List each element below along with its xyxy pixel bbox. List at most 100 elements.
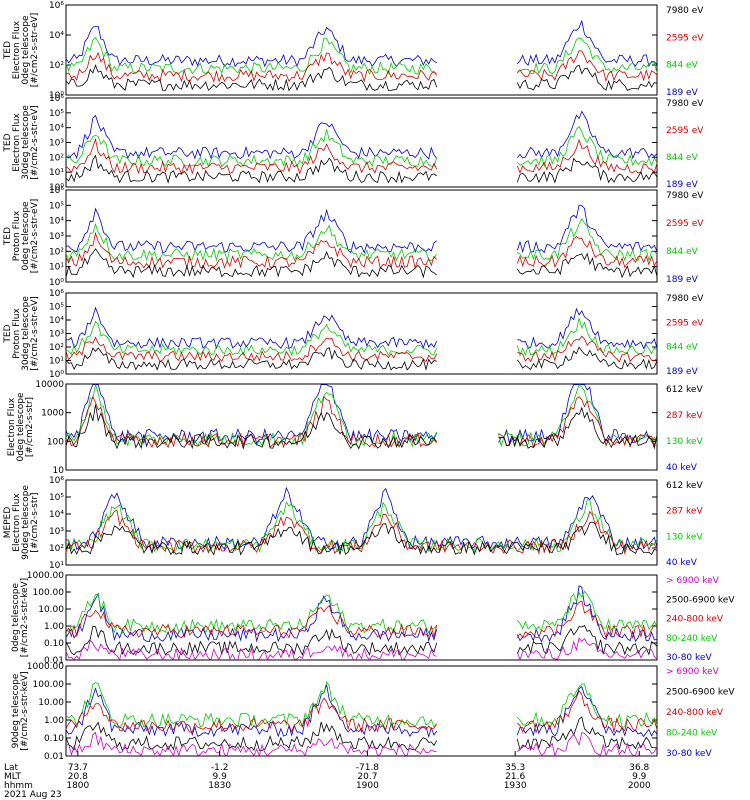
y-axis-label: TED <box>3 324 13 343</box>
x-tick-lat: -1.2 <box>211 763 229 773</box>
y-axis-label: MEPED <box>3 507 13 539</box>
x-tick-hhmm: 1900 <box>356 781 379 791</box>
x-row-label: MLT <box>4 772 22 782</box>
legend-entry: 287 keV <box>666 411 703 421</box>
series-line <box>65 521 658 556</box>
y-tick-label: 100.00 <box>33 680 65 690</box>
series-line <box>65 731 658 757</box>
legend-entry: 130 keV <box>666 437 703 447</box>
y-tick-label: 10⁰ <box>49 91 64 101</box>
y-axis-label: 0deg telescope <box>16 392 26 462</box>
x-tick-hhmm: 1800 <box>66 781 89 791</box>
series-line <box>65 346 658 371</box>
x-tick-lat: 73.7 <box>68 763 88 773</box>
legend-entry: 612 keV <box>666 385 703 395</box>
date-label: 2021 Aug 23 <box>4 790 62 800</box>
y-tick-label: 10² <box>49 153 64 163</box>
legend-entry: 130 keV <box>666 532 703 542</box>
y-axis-label: TED <box>3 41 13 60</box>
series-line <box>65 600 658 640</box>
y-tick-label: 10⁰ <box>49 278 64 288</box>
y-tick-label: 10¹ <box>49 263 64 273</box>
y-tick-label: 10² <box>49 61 64 71</box>
legend-entry: 7980 eV <box>666 99 704 109</box>
panel-3: 10⁰ 10¹ 10² 10³ 10⁴ 10⁵ 10⁶ TED Proton Flux 0deg … <box>3 186 704 288</box>
series-line <box>65 395 658 449</box>
legend-entry: 80-240 keV <box>666 634 718 644</box>
y-axis-label: [#/cm2-s-str-eV] <box>30 13 40 88</box>
y-tick-label: 10⁴ <box>49 31 64 41</box>
y-tick-label: 10³ <box>49 330 64 340</box>
y-axis-label: 0deg telescope <box>11 583 21 653</box>
y-axis-label: TED <box>3 133 13 152</box>
y-tick-label: 10³ <box>49 527 64 537</box>
series-line <box>65 306 658 350</box>
panel-6: 10¹ 10² 10³ 10⁴ 10⁵ 10⁶ MEPED Electron Flux 90de… <box>3 476 703 571</box>
y-axis-label: 90deg telescope <box>21 485 31 560</box>
legend-entry: 844 eV <box>666 343 699 353</box>
y-tick-label: 10 <box>53 466 65 476</box>
series-line <box>65 384 658 445</box>
y-tick-label: 10⁵ <box>49 303 64 313</box>
x-tick-hhmm: 2000 <box>628 781 651 791</box>
legend-entry: 40 keV <box>666 558 698 568</box>
y-axis-label: 0deg telescope <box>21 15 31 85</box>
series-line <box>65 335 658 363</box>
y-tick-label: 1000.00 <box>27 571 64 581</box>
x-tick-lat: 35.3 <box>505 763 525 773</box>
y-tick-label: 10⁴ <box>49 316 64 326</box>
panel-8: 0.01 0.10 1.00 10.00 100.00 1000.00 90deg tele… <box>11 662 735 762</box>
panel-frame <box>65 665 658 757</box>
y-tick-label: 10³ <box>49 139 64 149</box>
y-tick-label: 10.00 <box>38 698 64 708</box>
legend-entry: > 6900 keV <box>666 576 720 586</box>
y-axis-label: [#/cm2-s-str-keV] <box>20 578 30 657</box>
legend-entry: 2595 eV <box>666 219 704 229</box>
y-tick-label: 0.10 <box>44 639 64 649</box>
y-axis-label: [#/cm2-s-str] <box>25 397 35 457</box>
x-tick-mlt: 21.6 <box>505 772 525 782</box>
legend-entry: 7980 eV <box>666 294 704 304</box>
y-axis-label: Electron Flux <box>12 20 22 79</box>
y-tick-label: 10⁶ <box>49 186 64 196</box>
series-line <box>65 318 658 357</box>
legend-entry: 844 eV <box>666 61 699 71</box>
y-tick-label: 10⁶ <box>49 1 64 11</box>
y-tick-label: 1000 <box>41 409 64 419</box>
y-tick-label: 0.10 <box>44 734 64 744</box>
series-line <box>65 716 658 752</box>
legend-entry: 2500-6900 keV <box>666 595 735 605</box>
legend-entry: 189 eV <box>666 367 699 377</box>
x-tick-hhmm: 1930 <box>504 781 527 791</box>
legend-entry: 612 keV <box>666 481 703 491</box>
y-axis-label: 30deg telescope <box>21 105 31 180</box>
panel-5: 10 100 1000 10000 Electron Flux 0deg telescop… <box>7 380 703 476</box>
y-tick-label: 10⁶ <box>49 476 64 486</box>
y-tick-label: 10⁵ <box>49 109 64 119</box>
series-line <box>65 218 658 263</box>
y-tick-label: 100 <box>47 437 64 447</box>
series-line <box>65 110 658 160</box>
y-tick-label: 10⁴ <box>49 124 64 134</box>
legend-entry: > 6900 keV <box>666 667 720 677</box>
legend-entry: 7980 eV <box>666 6 704 16</box>
y-axis-label: Proton Flux <box>12 210 22 261</box>
legend-entry: 40 keV <box>666 463 698 473</box>
legend-entry: 30-80 keV <box>666 749 712 759</box>
y-axis-label: [#/cm2-s-str] <box>30 492 40 552</box>
y-axis-label: 30deg telescope <box>21 296 31 371</box>
panel-7: 0.01 0.10 1.00 10.00 100.00 1000.00 0deg teles… <box>11 571 735 666</box>
panel-frame <box>65 292 658 375</box>
y-tick-label: 10⁴ <box>49 217 64 227</box>
legend-entry: 189 eV <box>666 275 699 285</box>
panel-frame <box>65 383 658 471</box>
legend-entry: 2595 eV <box>666 33 704 43</box>
y-axis-label: Electron Flux <box>7 397 17 456</box>
legend-entry: 240-800 keV <box>666 708 724 718</box>
legend-entry: 80-240 keV <box>666 729 718 739</box>
y-axis-label: [#/cm2-s-str-eV] <box>30 105 40 180</box>
legend-entry: 2595 eV <box>666 318 704 328</box>
legend-entry: 2500-6900 keV <box>666 688 735 698</box>
series-line <box>65 50 658 83</box>
